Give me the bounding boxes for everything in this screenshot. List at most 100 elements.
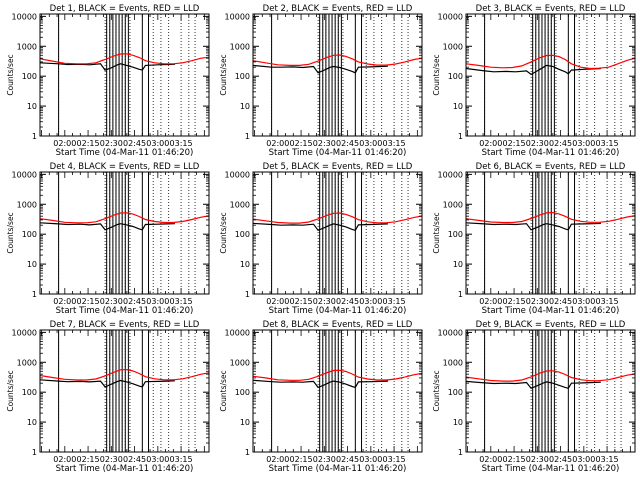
x-tick-label: 02:30 — [526, 297, 549, 306]
y-tick-label: 100 — [448, 388, 463, 397]
y-tick-label: 10 — [453, 260, 463, 269]
y-axis-label: Counts/sec — [6, 54, 15, 95]
x-tick-label: 02:15 — [290, 297, 313, 306]
panel-det-4: 1 10 100 1000 10000 02:00 02:15 02:30 02:45 03:00… — [6, 162, 210, 316]
y-tick-label: 10000 — [225, 12, 250, 21]
x-tick-label: 02:45 — [123, 455, 146, 464]
x-axis-label: Start Time (04-Mar-11 01:46:20) — [56, 464, 194, 474]
axes-frame — [39, 329, 210, 453]
y-tick-label: 1000 — [230, 200, 250, 209]
x-tick-label: 02:45 — [123, 139, 146, 148]
axes-frame — [465, 329, 636, 453]
x-tick-label: 03:15 — [596, 139, 619, 148]
x-tick-label: 02:00 — [266, 139, 289, 148]
axes-frame — [465, 13, 636, 137]
panel-det-6: 1 10 100 1000 10000 02:00 02:15 02:30 02:45 03:00… — [432, 162, 636, 316]
x-tick-label: 02:45 — [549, 297, 572, 306]
x-axis-label: Start Time (04-Mar-11 01:46:20) — [269, 464, 407, 474]
x-tick-label: 03:15 — [170, 455, 193, 464]
y-tick-label: 10000 — [12, 12, 37, 21]
panel-det-5: 1 10 100 1000 10000 02:00 02:15 02:30 02:45 03:00… — [219, 162, 423, 316]
y-tick-label: 1000 — [17, 200, 37, 209]
x-tick-label: 03:00 — [572, 297, 595, 306]
x-tick-label: 02:00 — [53, 139, 76, 148]
x-tick-label: 02:15 — [503, 297, 526, 306]
x-tick-label: 03:15 — [383, 297, 406, 306]
y-tick-label: 10 — [27, 102, 37, 111]
x-tick-label: 03:00 — [359, 139, 382, 148]
y-tick-label: 100 — [235, 72, 250, 81]
y-tick-label: 10000 — [438, 328, 463, 337]
series-events-line — [40, 222, 175, 231]
y-tick-label: 1 — [245, 290, 250, 299]
series-events-line — [466, 222, 601, 231]
y-tick-label: 1000 — [443, 358, 463, 367]
panel-title: Det 3, BLACK = Events, RED = LLD — [476, 4, 626, 14]
series-lld-line — [466, 54, 635, 70]
x-tick-label: 03:15 — [170, 139, 193, 148]
axes-frame — [39, 13, 210, 137]
y-tick-label: 10 — [453, 102, 463, 111]
x-tick-label: 02:00 — [53, 297, 76, 306]
x-axis-label: Start Time (04-Mar-11 01:46:20) — [56, 306, 194, 316]
x-tick-label: 03:15 — [383, 455, 406, 464]
y-tick-label: 1000 — [443, 42, 463, 51]
x-tick-label: 02:30 — [313, 297, 336, 306]
axes-frame — [465, 171, 636, 295]
y-axis-label: Counts/sec — [219, 212, 228, 253]
series-lld-line — [40, 212, 209, 224]
y-tick-label: 100 — [22, 388, 37, 397]
panel-det-2: 1 10 100 1000 10000 02:00 02:15 02:30 02:45 03:00… — [219, 4, 423, 158]
y-tick-label: 10000 — [225, 328, 250, 337]
series-lld-line — [466, 370, 635, 382]
y-tick-label: 10 — [240, 260, 250, 269]
axes-frame — [252, 13, 423, 137]
x-tick-label: 02:30 — [100, 455, 123, 464]
x-tick-label: 02:00 — [266, 297, 289, 306]
x-tick-label: 03:00 — [146, 455, 169, 464]
x-axis-label: Start Time (04-Mar-11 01:46:20) — [269, 148, 407, 158]
plot-area — [466, 14, 635, 136]
x-tick-label: 02:00 — [479, 297, 502, 306]
x-axis-label: Start Time (04-Mar-11 01:46:20) — [269, 306, 407, 316]
y-tick-label: 10000 — [438, 170, 463, 179]
x-tick-label: 02:30 — [100, 297, 123, 306]
y-tick-label: 1000 — [443, 200, 463, 209]
x-tick-label: 02:00 — [479, 139, 502, 148]
plot-area — [40, 14, 209, 136]
x-tick-label: 03:00 — [359, 455, 382, 464]
series-events-line — [253, 64, 388, 74]
x-tick-label: 02:45 — [549, 455, 572, 464]
y-tick-label: 100 — [448, 230, 463, 239]
x-tick-label: 02:30 — [100, 139, 123, 148]
x-tick-label: 02:45 — [336, 297, 359, 306]
panel-title: Det 8, BLACK = Events, RED = LLD — [263, 320, 413, 330]
y-tick-label: 1 — [32, 290, 37, 299]
panel-title: Det 1, BLACK = Events, RED = LLD — [50, 4, 200, 14]
series-lld-line — [253, 212, 422, 224]
y-axis-label: Counts/sec — [219, 370, 228, 411]
plot-area — [466, 172, 635, 294]
y-tick-label: 1 — [245, 132, 250, 141]
plot-area — [253, 172, 422, 294]
y-tick-label: 1 — [32, 448, 37, 457]
x-tick-label: 02:15 — [503, 139, 526, 148]
y-tick-label: 10 — [240, 418, 250, 427]
x-tick-label: 03:15 — [383, 139, 406, 148]
y-axis-label: Counts/sec — [6, 212, 15, 253]
x-tick-label: 02:00 — [479, 455, 502, 464]
plot-area — [466, 330, 635, 452]
x-tick-label: 03:15 — [596, 455, 619, 464]
y-tick-label: 10000 — [225, 170, 250, 179]
x-tick-label: 02:15 — [503, 455, 526, 464]
series-lld-line — [40, 53, 209, 65]
y-tick-label: 10000 — [438, 12, 463, 21]
series-events-line — [40, 62, 175, 71]
x-tick-label: 02:30 — [313, 455, 336, 464]
series-events-line — [466, 64, 601, 76]
x-axis-label: Start Time (04-Mar-11 01:46:20) — [482, 306, 620, 316]
y-tick-label: 100 — [22, 72, 37, 81]
y-axis-label: Counts/sec — [432, 54, 441, 95]
series-events-line — [40, 379, 175, 388]
x-axis-label: Start Time (04-Mar-11 01:46:20) — [482, 148, 620, 158]
